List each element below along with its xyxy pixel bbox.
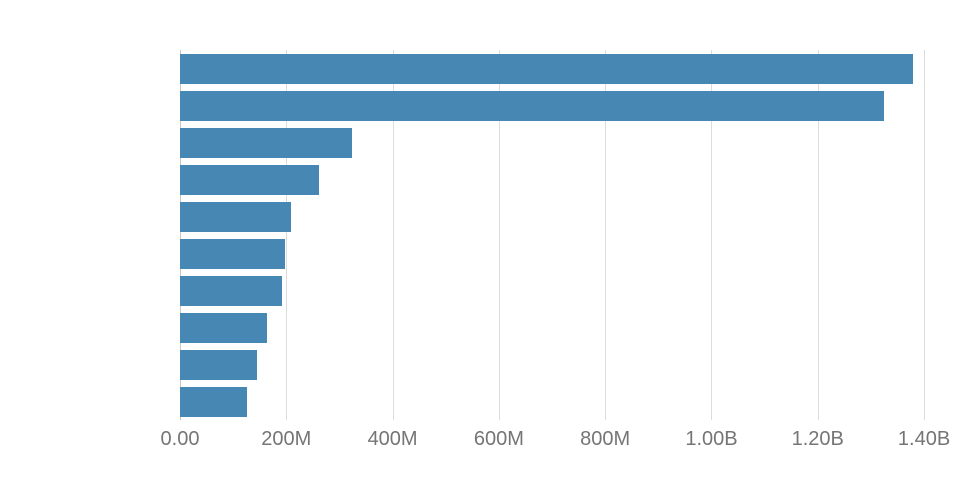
gridline xyxy=(286,50,288,420)
gridline xyxy=(817,50,819,420)
y-axis-line xyxy=(180,50,181,420)
plot-area xyxy=(180,50,940,420)
bar xyxy=(180,164,319,195)
x-tick-label: 200M xyxy=(261,428,312,450)
x-tick-label: 800M xyxy=(580,428,631,450)
bar xyxy=(180,349,257,380)
x-tick-label: 400M xyxy=(367,428,418,450)
bar xyxy=(180,238,285,269)
bar xyxy=(180,127,352,158)
gridline xyxy=(711,50,713,420)
bar xyxy=(180,275,282,306)
x-tick-label: 0.00 xyxy=(160,428,200,450)
x-tick-label: 1.40B xyxy=(897,428,951,450)
gridline xyxy=(392,50,394,420)
bar xyxy=(180,53,914,84)
x-tick-label: 1.20B xyxy=(791,428,844,450)
bar xyxy=(180,386,248,417)
x-axis: 0.00 200M 400M 600M 800M 1.00B 1.20B 1.40B xyxy=(161,428,951,458)
gridline xyxy=(924,50,926,420)
x-tick-label: 600M xyxy=(473,428,524,450)
bar xyxy=(180,312,267,343)
bar xyxy=(180,201,291,232)
bar xyxy=(180,90,884,121)
gridline xyxy=(498,50,500,420)
gridline xyxy=(605,50,607,420)
x-tick-label: 1.00B xyxy=(685,428,738,450)
